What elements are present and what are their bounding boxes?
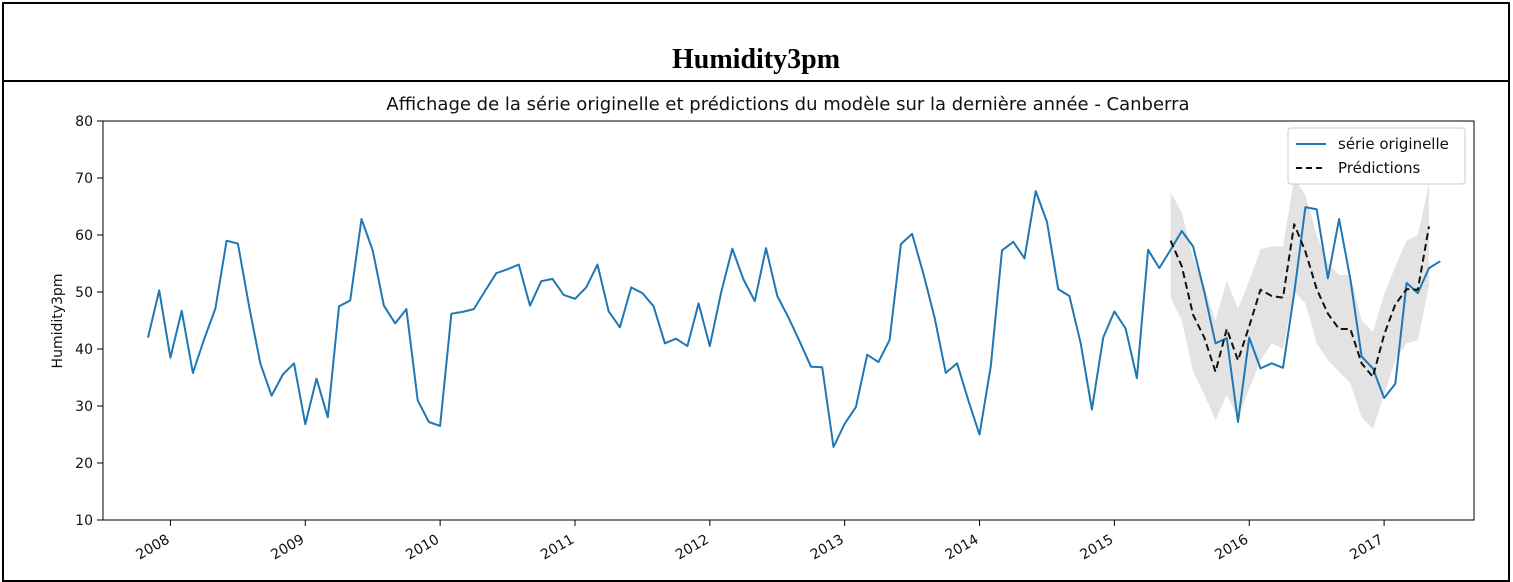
x-tick-label: 2009 xyxy=(268,532,307,564)
plot-area xyxy=(102,120,1475,521)
x-tick-label: 2011 xyxy=(538,532,577,564)
series-layer xyxy=(147,190,1441,448)
y-tick-label: 40 xyxy=(75,342,93,358)
legend: série originelle Prédictions xyxy=(1287,127,1466,185)
series-line-predictions xyxy=(1169,223,1430,378)
y-axis-label: Humidity3pm xyxy=(50,274,66,369)
legend-label-predictions: Prédictions xyxy=(1338,159,1421,177)
x-tick-label: 2012 xyxy=(673,532,712,564)
y-tick-label: 10 xyxy=(75,513,93,529)
y-tick-label: 60 xyxy=(75,228,93,244)
y-axis: 10 20 30 40 50 60 70 80 xyxy=(75,114,103,529)
x-tick-label: 2010 xyxy=(403,532,442,564)
legend-label-original: série originelle xyxy=(1338,135,1449,153)
y-tick-label: 50 xyxy=(75,285,93,301)
header-title: Humidity3pm xyxy=(671,44,841,75)
x-tick-label: 2014 xyxy=(943,532,982,564)
x-tick-label: 2013 xyxy=(808,532,847,564)
x-tick-label: 2015 xyxy=(1078,532,1117,564)
chart-title: Affichage de la série originelle et préd… xyxy=(386,94,1189,115)
y-tick-label: 80 xyxy=(75,114,93,130)
series-line-original xyxy=(147,190,1441,448)
y-tick-label: 30 xyxy=(75,399,93,415)
x-tick-label: 2017 xyxy=(1347,532,1386,564)
y-tick-label: 70 xyxy=(75,171,93,187)
legend-box xyxy=(1287,127,1466,185)
x-tick-label: 2016 xyxy=(1212,532,1251,564)
x-tick-label: 2008 xyxy=(134,532,173,564)
y-tick-label: 20 xyxy=(75,456,93,472)
header-row: Humidity3pm xyxy=(4,4,1508,82)
chart: Affichage de la série originelle et préd… xyxy=(50,94,1475,564)
x-axis: 2008 2009 2010 2011 2012 2013 2014 2015 2016 2017 xyxy=(134,520,1386,564)
